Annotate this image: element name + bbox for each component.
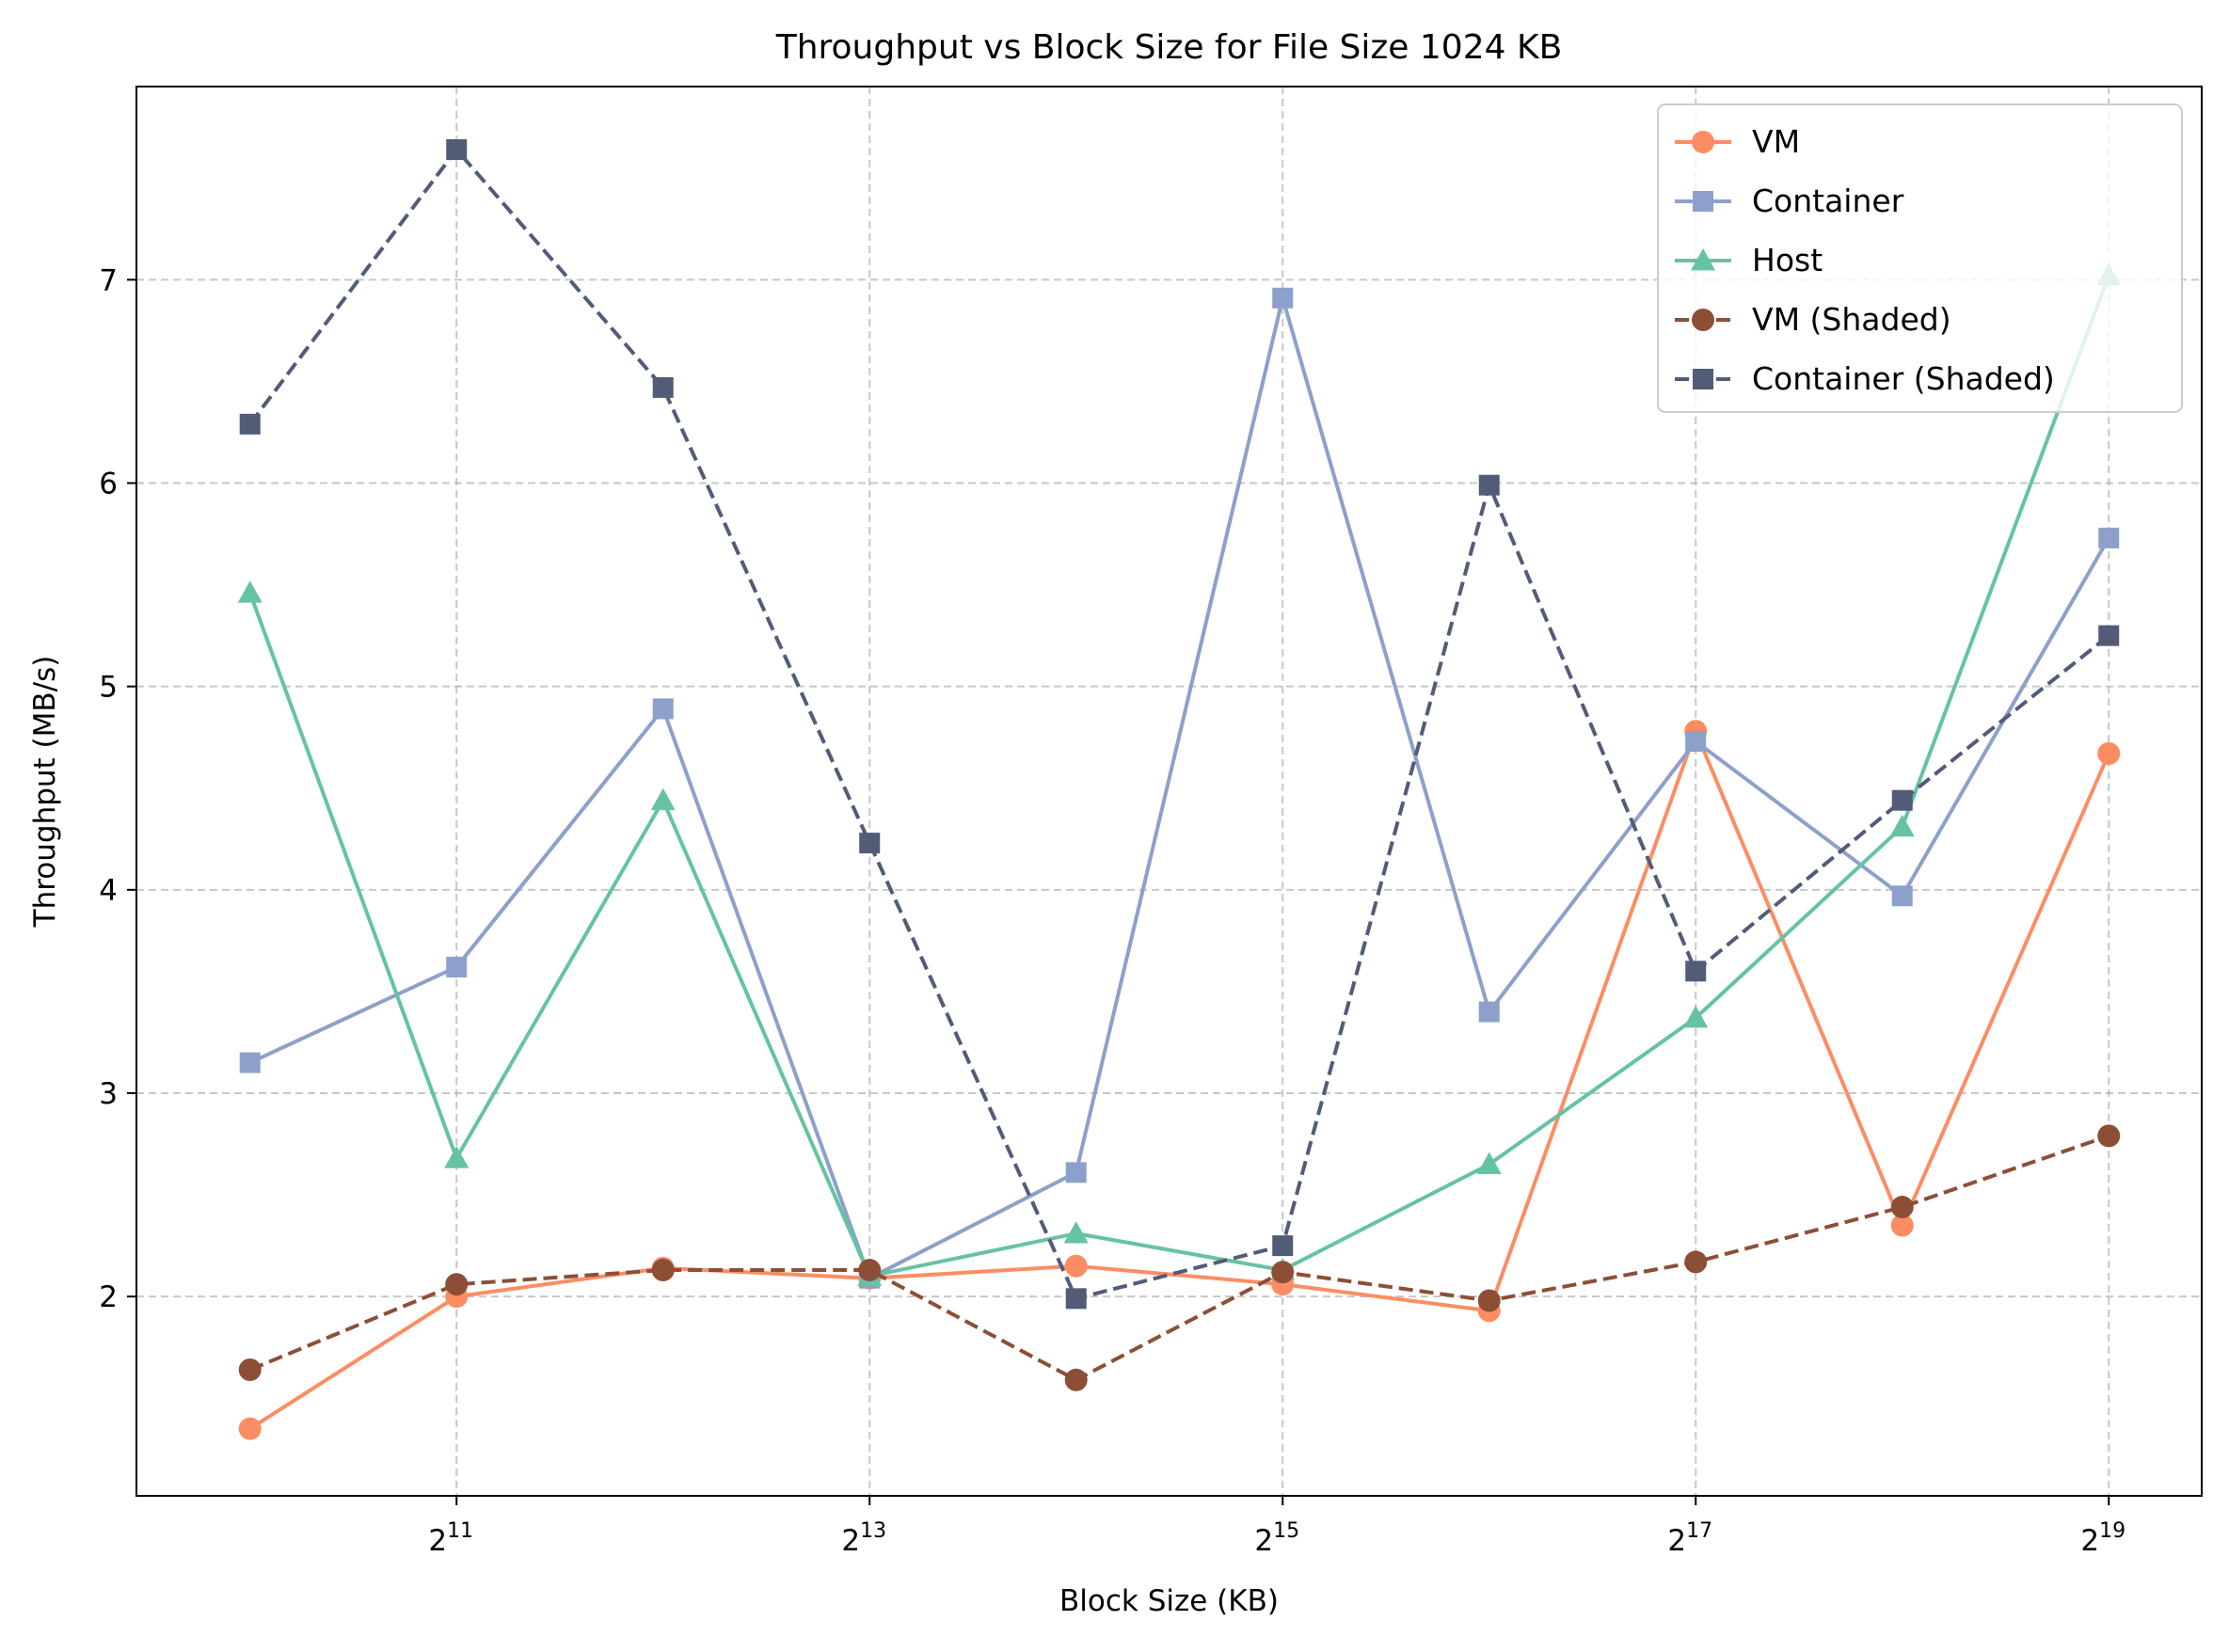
legend-swatch-marker (1692, 309, 1714, 331)
data-point (444, 1146, 470, 1168)
x-tick-base: 2 (841, 1524, 860, 1558)
data-point (445, 1273, 469, 1296)
legend-swatch-marker (1692, 131, 1714, 153)
legend-label: VM (1752, 123, 1800, 160)
y-tick-label: 7 (99, 263, 118, 297)
data-point (237, 580, 263, 603)
data-point (1065, 1288, 1087, 1310)
data-point (2097, 742, 2121, 766)
x-tick-exponent: 17 (1686, 1519, 1712, 1543)
data-point (2098, 625, 2120, 646)
x-tick-base: 2 (1667, 1524, 1686, 1558)
data-point (859, 833, 881, 854)
data-point (1478, 1001, 1500, 1023)
legend-box (1657, 103, 2183, 413)
y-tick-label: 3 (99, 1077, 118, 1111)
legend-label: VM (Shaded) (1752, 301, 1951, 338)
series-vm-shaded (238, 1124, 2121, 1391)
x-axis-label: Block Size (KB) (1059, 1584, 1279, 1618)
data-point (1891, 789, 1913, 811)
data-point (1685, 731, 1707, 753)
x-tick-exponent: 15 (1273, 1519, 1299, 1543)
series-group (237, 139, 2122, 1440)
data-point (1890, 1196, 1914, 1219)
data-point (651, 1259, 675, 1282)
x-tick-label: 215 (1254, 1519, 1299, 1558)
legend: VM Container Host VM (Shaded) Container (Sha… (1657, 103, 2183, 413)
legend-label: Container (Shaded) (1752, 360, 2055, 397)
grid (136, 87, 2202, 1496)
x-tick-label: 211 (428, 1519, 473, 1558)
legend-item: VM (Shaded) (1675, 301, 1951, 338)
series-line (248, 729, 2111, 1431)
data-point (1891, 885, 1913, 907)
data-point (1063, 1221, 1089, 1244)
chart-title: Throughput vs Block Size for File Size 1… (775, 28, 1563, 67)
data-point (1064, 1368, 1088, 1391)
data-point (652, 698, 674, 720)
y-tick-label: 2 (99, 1280, 118, 1314)
data-point (1065, 1162, 1087, 1183)
legend-item: VM (1675, 123, 1800, 160)
x-tick-base: 2 (428, 1524, 447, 1558)
data-point (1889, 814, 1915, 837)
data-point (2097, 1124, 2121, 1148)
x-tick-base: 2 (2080, 1524, 2099, 1558)
data-point (1890, 1214, 1914, 1237)
plot-frame (135, 86, 2203, 1497)
x-tick-label: 219 (2080, 1519, 2126, 1558)
legend-item: Host (1675, 242, 1823, 278)
x-tick-exponent: 11 (447, 1519, 473, 1543)
data-point (1684, 1250, 1708, 1274)
x-tick-label: 213 (841, 1519, 886, 1558)
legend-swatch-marker (1691, 248, 1715, 271)
data-point (238, 1358, 262, 1381)
data-point (1064, 1254, 1088, 1278)
data-point (1271, 1261, 1295, 1284)
data-point (239, 413, 261, 435)
series-line (247, 275, 2111, 1279)
legend-label: Host (1752, 242, 1823, 278)
legend-label: Container (1752, 183, 1904, 219)
data-point (650, 787, 676, 811)
data-point (239, 1052, 261, 1073)
legend-swatch-marker (1693, 191, 1713, 212)
data-point (652, 376, 674, 398)
data-point (1476, 1152, 1502, 1175)
data-point (1477, 1289, 1501, 1312)
data-point (1685, 961, 1707, 982)
data-point (238, 1417, 262, 1440)
legend-item: Container (Shaded) (1675, 360, 2055, 397)
x-tick-exponent: 13 (860, 1519, 886, 1543)
series-line (248, 295, 2110, 1280)
y-tick-label: 6 (99, 468, 118, 501)
y-tick-label: 4 (99, 874, 118, 908)
data-point (1478, 474, 1500, 496)
x-tick-exponent: 19 (2099, 1519, 2126, 1543)
data-point (1272, 287, 1294, 309)
legend-swatch-marker (1693, 369, 1713, 389)
series-container (239, 287, 2120, 1289)
data-point (2098, 527, 2120, 548)
data-point (1683, 1006, 1709, 1028)
x-tick-label: 217 (1667, 1519, 1712, 1558)
data-point (446, 956, 468, 977)
data-point (858, 1259, 882, 1282)
y-axis-label: Throughput (MB/s) (28, 656, 62, 929)
legend-item: Container (1675, 183, 1904, 219)
data-point (1272, 1235, 1294, 1257)
data-point (446, 139, 468, 161)
series-line (248, 148, 2110, 1301)
x-tick-base: 2 (1254, 1524, 1273, 1558)
y-tick-label: 5 (99, 671, 118, 705)
series-container-shaded (239, 139, 2120, 1310)
